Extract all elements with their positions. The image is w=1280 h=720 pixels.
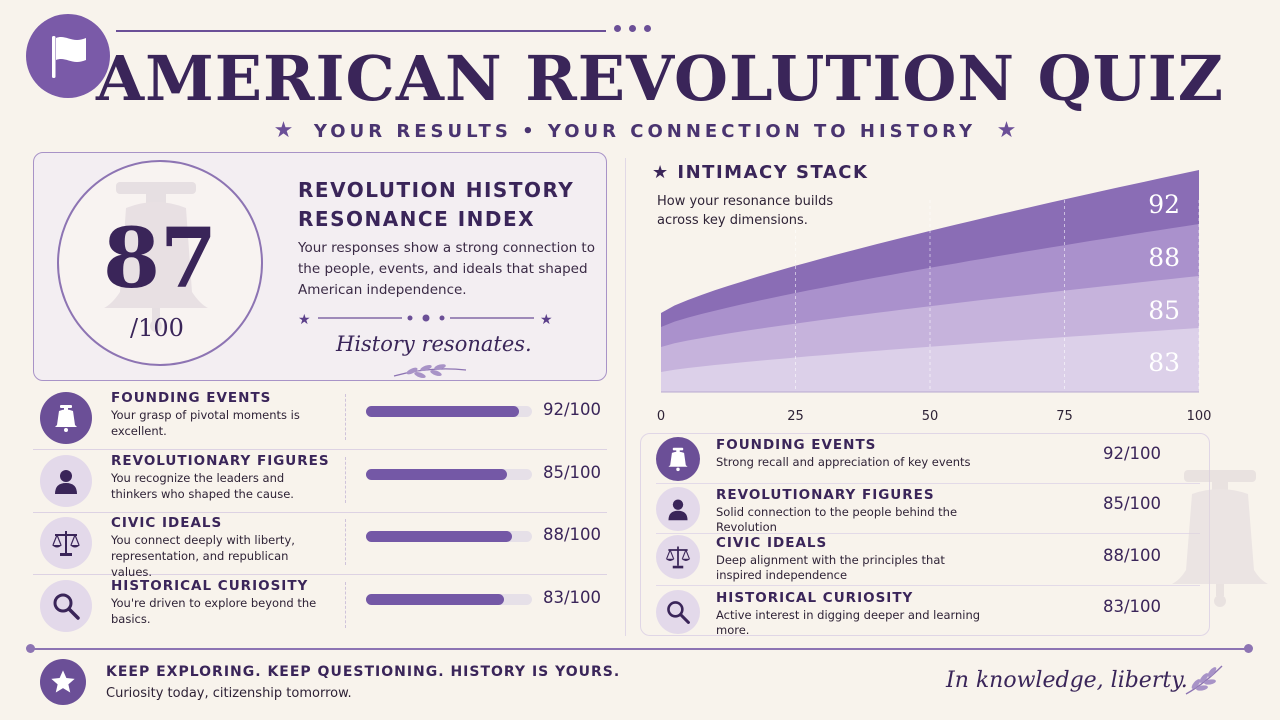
liberty-bell-watermark-icon <box>104 182 208 332</box>
person-icon <box>40 455 92 507</box>
progress-bar <box>366 406 532 417</box>
header-rule <box>116 30 606 32</box>
left-row-founding-events: FOUNDING EVENTS Your grasp of pivotal mo… <box>33 388 607 450</box>
band-value-label: 88 <box>1148 243 1180 272</box>
ornament-divider: ★ ★ <box>298 312 553 328</box>
magnifier-icon <box>656 590 700 634</box>
progress-bar-fill <box>366 531 513 542</box>
category-description: Your grasp of pivotal moments is excelle… <box>111 408 300 438</box>
right-row-civic-ideals: CIVIC IDEALS Deep alignment with the pri… <box>656 532 1200 586</box>
star-icon <box>51 670 75 693</box>
x-tick-label: 50 <box>922 409 939 424</box>
category-title: REVOLUTIONARY FIGURES <box>111 453 330 469</box>
flag-icon <box>52 36 86 78</box>
page-title: AMERICAN REVOLUTION QUIZ <box>95 42 1225 115</box>
svg-text:★: ★ <box>540 312 553 328</box>
laurel-sprig-icon <box>393 364 467 379</box>
right-row-historical-curiosity: HISTORICAL CURIOSITY Active interest in … <box>656 587 1200 637</box>
star-icon: ★ <box>273 118 294 143</box>
progress-bar <box>366 531 532 542</box>
footer-rule <box>30 648 1250 650</box>
right-row-founding-events: FOUNDING EVENTS Strong recall and apprec… <box>656 434 1200 484</box>
index-title-line2: RESONANCE INDEX <box>298 207 536 231</box>
dimension-description: Active interest in digging deeper and le… <box>716 608 981 637</box>
dimension-score: 85/100 <box>1103 494 1162 513</box>
dashed-separator <box>345 394 346 440</box>
footer-script: In knowledge, liberty. <box>946 668 1188 693</box>
column-divider <box>625 158 626 636</box>
category-score: 92/100 <box>543 400 602 419</box>
index-title: REVOLUTION HISTORY RESONANCE INDEX <box>298 176 598 234</box>
category-score: 85/100 <box>543 463 602 482</box>
footer-dot <box>26 644 35 653</box>
chart-title: ★ INTIMACY STACK <box>652 162 868 183</box>
footer-dot <box>1244 644 1253 653</box>
chart-subtitle: How your resonance builds across key dim… <box>657 194 834 228</box>
category-title: FOUNDING EVENTS <box>111 390 272 406</box>
x-tick-label: 0 <box>657 409 665 424</box>
left-row-revolutionary-figures: REVOLUTIONARY FIGURES You recognize the … <box>33 451 607 513</box>
liberty-bell-watermark-icon <box>1172 470 1268 607</box>
category-description: You're driven to explore beyond the basi… <box>111 596 317 626</box>
dimension-score: 83/100 <box>1103 597 1162 616</box>
chart-title-text: INTIMACY STACK <box>677 162 869 183</box>
category-title: CIVIC IDEALS <box>111 515 223 531</box>
dashed-separator <box>345 457 346 503</box>
dimension-title: REVOLUTIONARY FIGURES <box>716 487 935 503</box>
band-value-label: 92 <box>1148 190 1180 219</box>
category-score: 83/100 <box>543 588 602 607</box>
left-row-historical-curiosity: HISTORICAL CURIOSITY You're driven to ex… <box>33 576 607 638</box>
band-value-label: 85 <box>1148 296 1180 325</box>
index-tagline: History resonates. <box>336 332 532 356</box>
star-icon: ★ <box>996 118 1017 143</box>
progress-bar <box>366 469 532 480</box>
dimension-title: CIVIC IDEALS <box>716 535 828 551</box>
dimension-title: HISTORICAL CURIOSITY <box>716 590 914 606</box>
index-description: Your responses show a strong connection … <box>298 240 595 298</box>
dashed-separator <box>345 582 346 628</box>
scales-icon <box>40 517 92 569</box>
footer-subtitle: Curiosity today, citizenship tomorrow. <box>106 686 352 701</box>
star-icon: ★ <box>652 162 670 183</box>
dimension-score: 92/100 <box>1103 444 1162 463</box>
left-row-civic-ideals: CIVIC IDEALS You connect deeply with lib… <box>33 513 607 579</box>
x-tick-label: 25 <box>787 409 804 424</box>
intimacy-stack-chart: 0 25 50 75 100 92 88 85 83 <box>657 170 1212 424</box>
liberty-bell-icon <box>656 437 700 481</box>
svg-text:★: ★ <box>298 312 311 328</box>
flag-badge <box>26 14 110 98</box>
category-description: You connect deeply with liberty, represe… <box>111 533 295 579</box>
scales-icon <box>656 535 700 579</box>
star-badge <box>40 659 86 705</box>
x-tick-label: 75 <box>1056 409 1073 424</box>
category-description: You recognize the leaders and thinkers w… <box>111 471 294 501</box>
dimension-score: 88/100 <box>1103 546 1162 565</box>
progress-bar-fill <box>366 469 508 480</box>
magnifier-icon <box>40 580 92 632</box>
dimension-description: Solid connection to the people behind th… <box>716 505 958 534</box>
laurel-sprig-icon <box>1185 665 1223 695</box>
dashed-separator <box>345 519 346 565</box>
score-value: 87 <box>102 211 218 307</box>
dimension-description: Strong recall and appreciation of key ev… <box>716 455 971 469</box>
band-value-label: 83 <box>1148 348 1180 377</box>
score-denominator: /100 <box>130 314 184 342</box>
progress-bar <box>366 594 532 605</box>
progress-bar-fill <box>366 406 519 417</box>
footer-title: KEEP EXPLORING. KEEP QUESTIONING. HISTOR… <box>106 664 621 680</box>
liberty-bell-icon <box>40 392 92 444</box>
index-title-line1: REVOLUTION HISTORY <box>298 178 575 202</box>
page-subtitle: ★ YOUR RESULTS • YOUR CONNECTION TO HIST… <box>0 118 1280 143</box>
person-icon <box>656 487 700 531</box>
category-title: HISTORICAL CURIOSITY <box>111 578 309 594</box>
dimension-title: FOUNDING EVENTS <box>716 437 877 453</box>
subtitle-text: YOUR RESULTS • YOUR CONNECTION TO HISTOR… <box>313 121 977 142</box>
header-dots <box>614 25 651 32</box>
right-row-revolutionary-figures: REVOLUTIONARY FIGURES Solid connection t… <box>656 484 1200 534</box>
progress-bar-fill <box>366 594 504 605</box>
dimension-description: Deep alignment with the principles that … <box>716 553 945 582</box>
category-score: 88/100 <box>543 525 602 544</box>
x-tick-label: 100 <box>1187 409 1212 424</box>
